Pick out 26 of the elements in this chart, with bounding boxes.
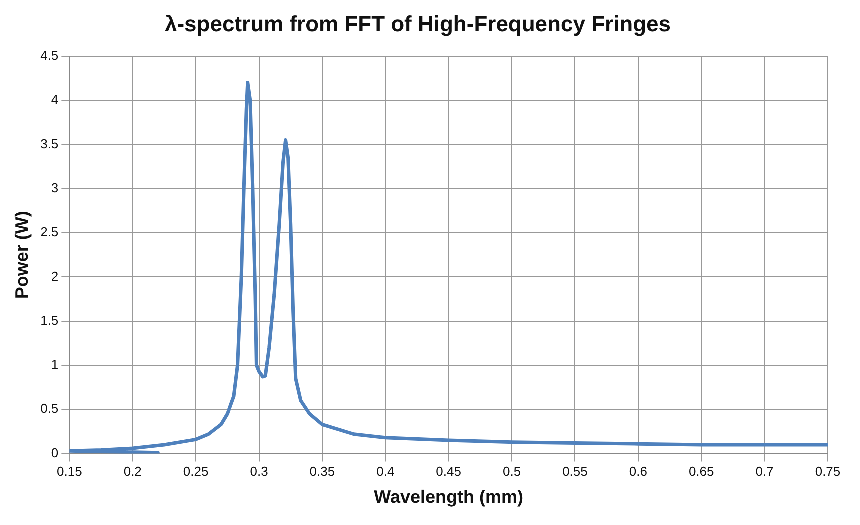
- x-axis-title: Wavelength (mm): [374, 487, 524, 508]
- x-tick-label: 0.35: [310, 464, 336, 480]
- x-tick-label: 0.25: [183, 464, 209, 480]
- x-tick-label: 0.7: [756, 464, 774, 480]
- y-tick-label: 2.5: [40, 224, 59, 240]
- x-tick-label: 0.15: [57, 464, 82, 480]
- y-tick-label: 0.5: [40, 401, 59, 416]
- y-axis-title: Power (W): [12, 211, 32, 300]
- y-tick-label: 1: [51, 357, 59, 372]
- x-tick-label: 0.2: [124, 464, 142, 480]
- x-tick-label: 0.4: [376, 464, 395, 480]
- y-tick-label: 0: [51, 445, 59, 460]
- x-tick-label: 0.65: [688, 464, 714, 480]
- y-tick-label: 3: [51, 180, 59, 196]
- y-tick-label: 1.5: [40, 312, 59, 328]
- y-tick-label: 4.5: [40, 48, 59, 63]
- y-tick-label: 2: [51, 268, 59, 284]
- x-tick-label: 0.6: [629, 464, 648, 480]
- chart-title: λ-spectrum from FFT of High-Frequency Fringes: [164, 11, 672, 36]
- x-tick-label: 0.55: [562, 464, 588, 480]
- y-tick-label: 4: [51, 92, 59, 108]
- x-tick-label: 0.75: [815, 464, 841, 480]
- x-tick-label: 0.5: [502, 464, 522, 480]
- x-tick-label: 0.3: [250, 464, 268, 480]
- x-tick-label: 0.45: [436, 464, 462, 480]
- y-tick-label: 3.5: [40, 136, 59, 152]
